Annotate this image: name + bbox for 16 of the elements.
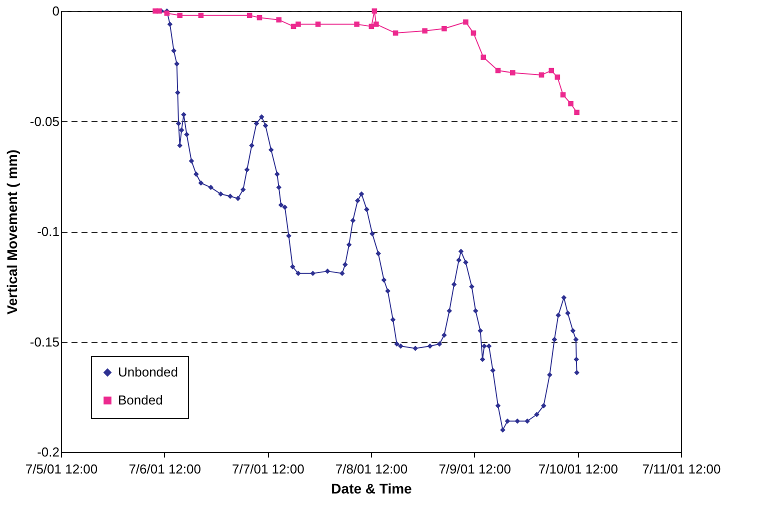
y-tick-label: -0.15	[30, 334, 60, 350]
x-tick-label: 7/7/01 12:00	[232, 462, 304, 476]
x-axis-title: Date & Time	[331, 480, 412, 496]
x-tick-label: 7/6/01 12:00	[128, 462, 201, 476]
x-tick-label: 7/8/01 12:00	[335, 462, 408, 476]
y-tick-label: -0.05	[30, 114, 60, 129]
y-tick-label: -0.1	[37, 224, 60, 239]
legend-label: Unbonded	[118, 364, 178, 380]
x-tick-label: 7/11/01 12:00	[642, 462, 721, 476]
y-tick-label: -0.2	[37, 444, 60, 460]
y-tick-label: 0	[52, 4, 60, 18]
x-tick-label: 7/10/01 12:00	[538, 462, 618, 476]
x-tick-label: 7/9/01 12:00	[438, 462, 511, 476]
legend-label: Bonded	[118, 392, 163, 408]
x-tick-label: 7/5/01 12:00	[25, 462, 98, 476]
y-axis-title: Vertical Movement ( mm)	[4, 150, 20, 314]
